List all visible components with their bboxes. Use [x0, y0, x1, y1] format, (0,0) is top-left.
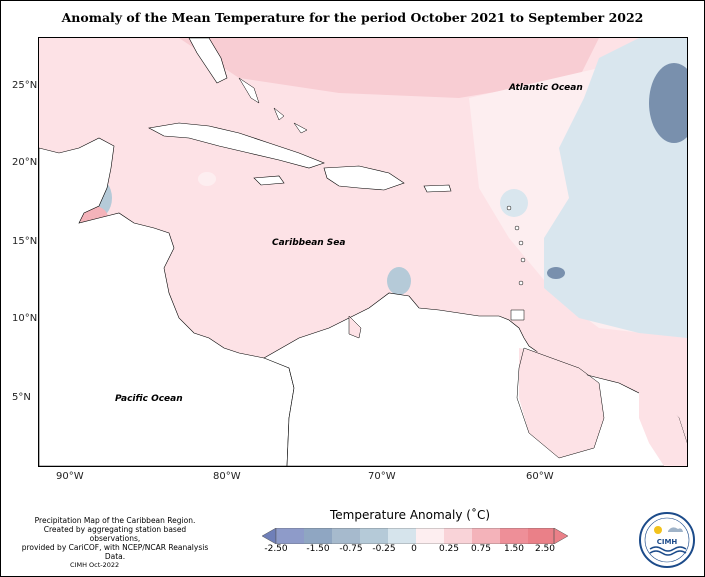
- cimh-logo: CIMH: [639, 512, 695, 568]
- logo-wave-icon: [649, 546, 687, 552]
- legend-tick: 0.25: [438, 544, 460, 554]
- florida-land: [188, 38, 228, 84]
- logo-cloud-icon: [668, 527, 683, 532]
- lat-label-20n: 20°N: [12, 157, 38, 168]
- cool-core-atlantic: [649, 63, 687, 143]
- antilles-islet: [514, 225, 520, 231]
- legend-swatch: [444, 528, 472, 544]
- antilles-islet: [506, 205, 512, 211]
- cool-spot-pr: [500, 189, 528, 217]
- bahamas-land: [238, 77, 260, 104]
- logo-text: CIMH: [657, 538, 678, 546]
- legend-tick: -1.50: [306, 544, 330, 554]
- footnote-line: provided by CariCOF, with NCEP/NCAR Rean…: [21, 543, 209, 561]
- legend-tick: -0.75: [339, 544, 363, 554]
- lat-label-5n: 5°N: [12, 392, 31, 403]
- warm-band-north: [179, 38, 599, 98]
- lon-label-60w: 60°W: [526, 471, 554, 482]
- logo-wave-icon: [649, 550, 687, 556]
- cuba-land: [148, 122, 325, 169]
- jamaica-land: [253, 175, 285, 186]
- antilles-islet: [520, 257, 526, 263]
- legend-outline: [275, 528, 555, 544]
- legend-swatch: [276, 528, 304, 544]
- cool-core-east: [547, 267, 565, 279]
- logo-ring: [639, 512, 695, 568]
- label-atlantic-ocean: Atlantic Ocean: [508, 83, 583, 93]
- legend-swatch: [500, 528, 528, 544]
- bahamas-islet-2: [293, 122, 308, 134]
- lat-label-25n: 25°N: [12, 80, 38, 91]
- legend-tick: -0.25: [372, 544, 396, 554]
- warm-guianas: [519, 348, 604, 458]
- neutral-spot-cayman: [198, 172, 216, 186]
- lon-label-80w: 80°W: [213, 471, 241, 482]
- legend-swatch: [388, 528, 416, 544]
- puerto-rico-land: [423, 184, 452, 193]
- label-pacific-ocean: Pacific Ocean: [115, 394, 183, 404]
- logo-inner-ring: [644, 517, 690, 563]
- maracaibo-lake: [348, 315, 362, 339]
- credit-text: CIMH Oct-2022: [70, 561, 120, 569]
- lat-label-15n: 15°N: [12, 236, 38, 247]
- map-area: Atlantic Ocean Caribbean Sea Pacific Oce…: [38, 37, 688, 467]
- legend-swatch: [332, 528, 360, 544]
- legend-swatch: [304, 528, 332, 544]
- legend-title: Temperature Anomaly (˚C): [330, 508, 491, 522]
- cool-spot-aruba: [387, 267, 411, 295]
- legend-swatch: [472, 528, 500, 544]
- lat-label-10n: 10°N: [12, 313, 38, 324]
- footnote-line: Created by aggregating station based obs…: [43, 525, 187, 543]
- map-footnote: Precipitation Map of the Caribbean Regio…: [20, 516, 210, 561]
- legend-swatch: [416, 528, 444, 544]
- legend-swatch: [360, 528, 388, 544]
- antilles-islet: [518, 240, 524, 246]
- label-caribbean-sea: Caribbean Sea: [272, 238, 345, 248]
- legend-tick: -2.50: [264, 544, 288, 554]
- hispaniola-land: [323, 165, 405, 191]
- legend-swatch: [528, 528, 554, 544]
- legend-tick: 0.75: [470, 544, 492, 554]
- legend-tick: 1.50: [503, 544, 525, 554]
- logo-sun-icon: [654, 526, 662, 534]
- legend-tick: 0: [411, 544, 417, 554]
- antilles-islet: [518, 280, 524, 286]
- legend-colorbar: [262, 528, 568, 544]
- anomaly-map: Atlantic Ocean Caribbean Sea Pacific Oce…: [39, 38, 687, 466]
- map-title: Anomaly of the Mean Temperature for the …: [61, 10, 644, 25]
- trinidad-land: [510, 309, 525, 321]
- lon-label-70w: 70°W: [368, 471, 396, 482]
- legend-arrow-low: [262, 528, 277, 544]
- bahamas-islet-1: [273, 107, 285, 121]
- guiana-border: [516, 347, 605, 459]
- legend-arrow-high: [553, 528, 568, 544]
- footnote-line: Precipitation Map of the Caribbean Regio…: [34, 516, 196, 525]
- lon-label-90w: 90°W: [56, 471, 84, 482]
- warm-french-guiana: [639, 388, 687, 466]
- legend-tick: 2.50: [534, 544, 556, 554]
